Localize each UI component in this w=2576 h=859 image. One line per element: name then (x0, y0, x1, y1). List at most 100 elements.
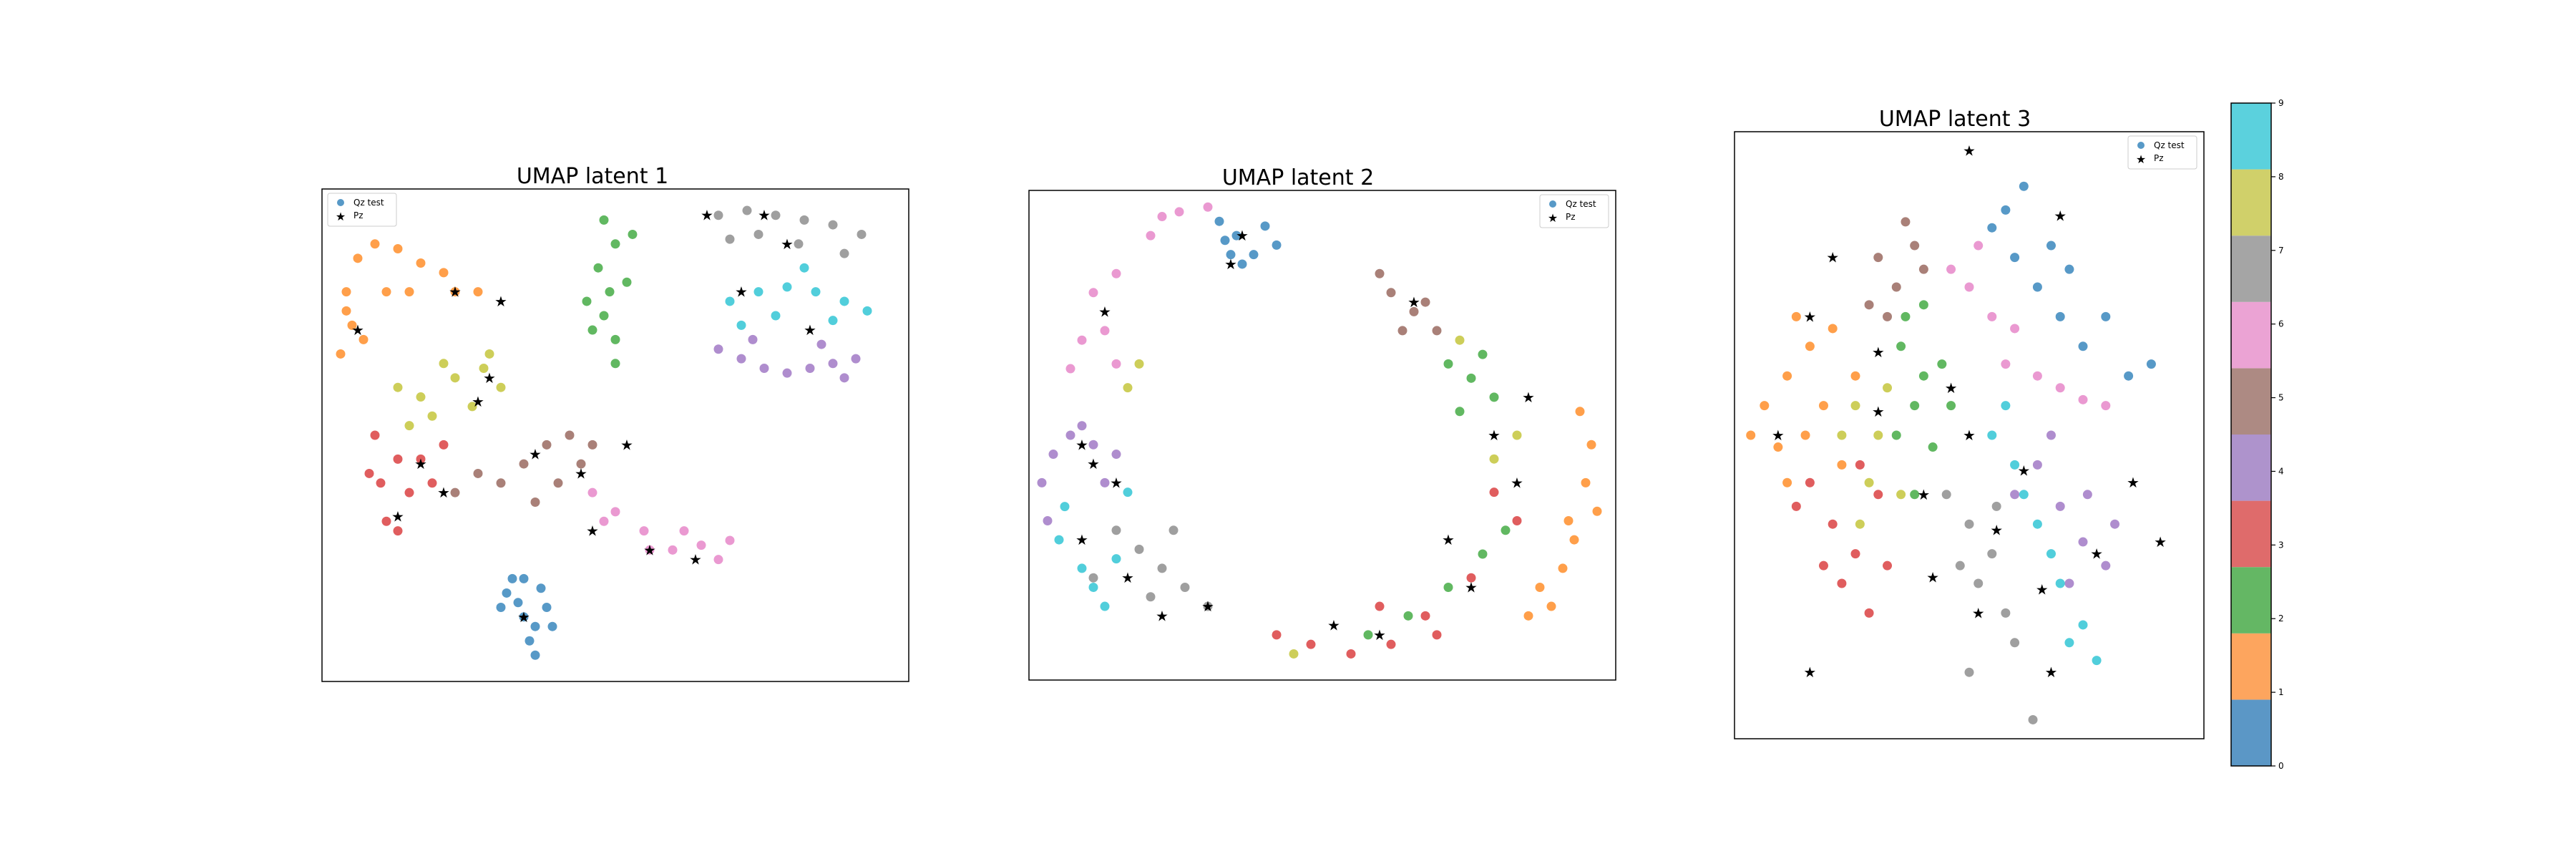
panel-3-pz-point: ★ (1917, 486, 1930, 503)
panel-3-qz-point-class-8 (1850, 401, 1860, 411)
colorbar-band-0 (2231, 699, 2271, 766)
panel-3-plot-area: ★ ★ ★ ★ ★ ★ ★ ★ ★ ★ ★ ★ ★ ★ ★ ★ ★ ★ ★ ★ (1746, 142, 2167, 724)
panel-1-legend: Qz test ★ Pz (327, 193, 397, 227)
panel-3-qz-point-class-9 (2001, 401, 2011, 411)
panel-3-pz-point: ★ (1945, 379, 1958, 397)
panel-1-qz-point-class-5 (473, 468, 483, 478)
panel-3-qz-point-class-6 (1946, 264, 1956, 274)
panel-2-pz-point: ★ (1442, 531, 1455, 548)
panel-2-qz-point-class-8 (1134, 359, 1144, 369)
panel-2-qz-point-class-7 (1088, 573, 1098, 583)
panel-1-qz-point-class-5 (519, 459, 529, 469)
colorbar-band-5 (2231, 368, 2271, 435)
panel-2-qz-point-class-9 (1100, 601, 1110, 611)
panel-1-qz-point-class-1 (416, 258, 426, 268)
panel-1-qz-point-class-9 (771, 311, 781, 321)
panel-2-pz-point: ★ (1156, 607, 1169, 624)
panel-3-qz-point-class-1 (1773, 442, 1783, 452)
panel-2-qz-point-class-2 (1403, 611, 1413, 621)
panel-3-qz-point-class-7 (1941, 490, 1951, 500)
panel-1-qz-point-class-6 (599, 516, 609, 526)
panel-1-qz-point-class-9 (753, 287, 763, 297)
panel-1-qz-point-class-2 (599, 311, 609, 321)
panel-3-qz-point-class-1 (1818, 401, 1828, 411)
panel-1-qz-point-class-5 (450, 487, 460, 498)
panel-3-qz-point-class-1 (1782, 477, 1792, 487)
panel-1-legend-qz-marker (337, 199, 344, 206)
panel-3-qz-point-class-2 (1891, 430, 1901, 440)
panel-3-qz-point-class-4 (2055, 501, 2065, 511)
panel-3-axes-frame (1734, 131, 2205, 739)
colorbar-tick-label: 7 (2278, 246, 2284, 256)
panel-1-qz-point-class-0 (507, 573, 517, 583)
panel-3-qz-point-class-3 (1883, 560, 1893, 571)
panel-1-qz-point-class-7 (794, 239, 804, 249)
panel-1-pz-point: ★ (735, 283, 748, 301)
panel-2-qz-point-class-0 (1249, 250, 1259, 260)
panel-1-qz-point-class-1 (341, 306, 351, 316)
panel-3-qz-point-class-0 (2055, 311, 2065, 321)
panel-1-qz-point-class-6 (610, 507, 620, 517)
panel-2-qz-point-class-9 (1111, 554, 1121, 564)
panel-1-qz-point-class-6 (639, 526, 649, 536)
panel-3-qz-point-class-6 (2101, 401, 2111, 411)
panel-3-qz-point-class-0 (2078, 341, 2088, 351)
panel-2-legend-pz-marker: ★ (1548, 211, 1558, 225)
panel-3-pz-point: ★ (1772, 427, 1785, 444)
panel-3-qz-point-class-6 (2010, 324, 2020, 334)
panel-2-qz-point-class-0 (1226, 250, 1236, 260)
panel-1-qz-point-class-5 (542, 440, 552, 450)
panel-1-pz-point: ★ (529, 446, 542, 463)
panel-1-qz-point-class-2 (610, 239, 620, 249)
panel-1-qz-point-class-7 (857, 229, 867, 239)
panel-1-qz-point-class-2 (610, 334, 620, 344)
panel-3-qz-point-class-9 (2046, 549, 2056, 559)
panel-2-qz-point-class-6 (1111, 359, 1121, 369)
panel-2-qz-point-class-5 (1432, 326, 1442, 336)
panel-1-qz-point-class-7 (839, 248, 849, 258)
panel-1-pz-point: ★ (472, 393, 484, 410)
panel-2-qz-point-class-1 (1575, 407, 1585, 417)
panel-3-legend-box (2127, 135, 2197, 170)
panel-3-qz-point-class-0 (2019, 181, 2029, 191)
panel-2-pz-point: ★ (1201, 598, 1214, 615)
panel-3-qz-point-class-3 (1864, 608, 1874, 618)
panel-2-qz-point-class-7 (1146, 592, 1156, 602)
panel-3-qz-point-class-9 (1987, 430, 1997, 440)
panel-1-qz-point-class-4 (748, 334, 758, 344)
panel-3-qz-point-class-5 (1864, 300, 1874, 310)
panel-3-qz-point-class-7 (2001, 608, 2011, 618)
panel-1-qz-point-class-9 (725, 296, 735, 306)
panel-2-qz-point-class-3 (1512, 516, 1522, 526)
panel-2-qz-point-class-4 (1088, 440, 1098, 450)
panel-3-qz-point-class-7 (1964, 519, 1974, 529)
panel-3-legend-pz-label: Pz (2154, 153, 2164, 163)
panel-3-qz-point-class-8 (1837, 430, 1847, 440)
panel-1-qz-point-class-7 (799, 215, 809, 225)
panel-3-pz-point: ★ (2054, 208, 2067, 225)
panel-3-qz-point-class-4 (2101, 560, 2111, 571)
panel-1-qz-point-class-2 (599, 215, 609, 225)
panel-1-qz-point-class-1 (347, 320, 357, 330)
panel-1-legend-box (327, 193, 397, 227)
panel-2-qz-point-class-3 (1272, 630, 1282, 640)
panel-2-qz-point-class-3 (1386, 639, 1396, 649)
panel-1-qz-point-class-7 (828, 220, 838, 230)
panel-2-qz-point-class-5 (1409, 306, 1419, 316)
panel-1-qz-point-class-9 (862, 306, 872, 316)
panel-2-qz-point-class-5 (1420, 297, 1430, 307)
panel-3-qz-point-class-2 (1946, 401, 1956, 411)
panel-1-qz-point-class-2 (628, 229, 638, 239)
panel-2-qz-point-class-2 (1443, 359, 1453, 369)
panel-2-pz-point: ★ (1407, 293, 1420, 311)
panel-1-qz-point-class-6 (668, 545, 678, 555)
panel-3-legend-qz-marker (2137, 142, 2145, 149)
panel-1-qz-point-class-6 (587, 487, 597, 498)
panel-1-qz-point-class-7 (771, 210, 781, 220)
colorbar-tick-label: 9 (2278, 98, 2284, 108)
colorbar-band-8 (2231, 169, 2271, 236)
panel-1-pz-point: ★ (575, 465, 587, 482)
colorbar-band-2 (2231, 567, 2271, 634)
panel-2-qz-point-class-7 (1169, 525, 1179, 535)
panel-2-pz-point: ★ (1488, 427, 1501, 444)
